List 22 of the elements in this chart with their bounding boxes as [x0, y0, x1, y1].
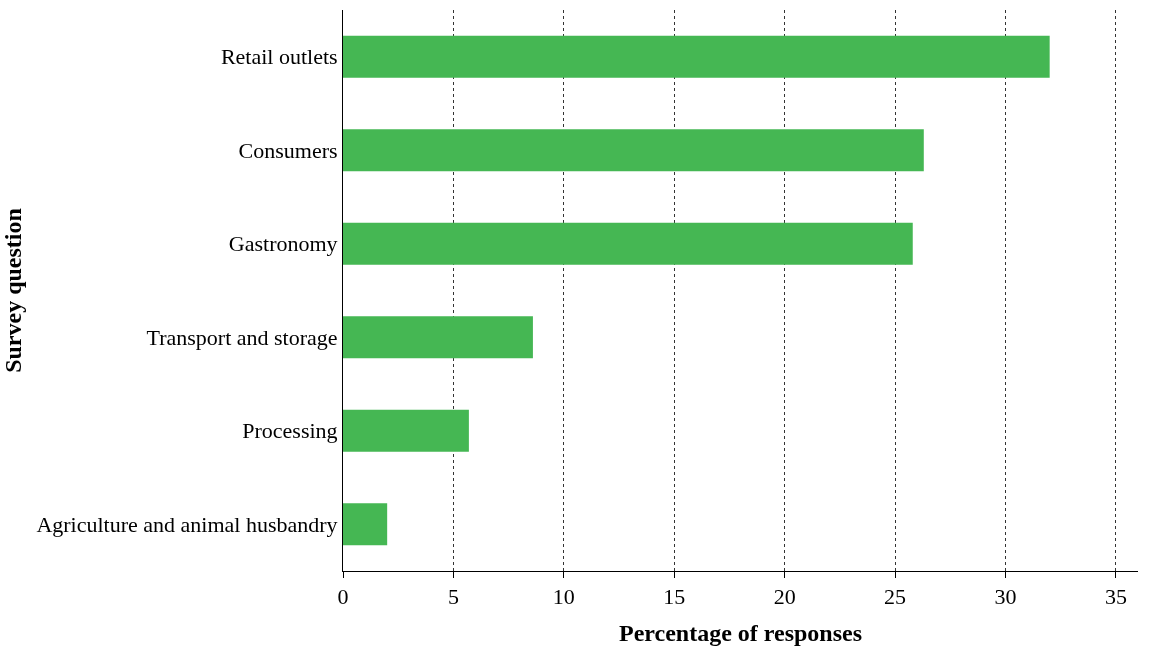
y-tick-label: Transport and storage	[146, 324, 338, 350]
y-axis-title: Survey question	[0, 208, 26, 373]
x-axis-title: Percentage of responses	[618, 619, 863, 646]
bar	[343, 222, 913, 265]
y-tick-label: Agriculture and animal husbandry	[36, 511, 338, 537]
bar	[343, 409, 469, 452]
bar	[343, 503, 388, 546]
x-tick-label: 20	[773, 584, 796, 610]
y-tick-label: Gastronomy	[228, 231, 338, 257]
bar	[343, 35, 1050, 78]
bar	[343, 129, 924, 172]
y-tick-label: Retail outlets	[220, 44, 338, 70]
y-tick-label: Processing	[242, 418, 338, 444]
x-tick-label: 25	[884, 584, 907, 610]
y-tick-label: Consumers	[238, 137, 338, 163]
x-tick-label: 10	[552, 584, 575, 610]
x-tick-label: 35	[1104, 584, 1127, 610]
x-tick-label: 0	[337, 584, 349, 610]
x-tick-label: 30	[994, 584, 1017, 610]
x-tick-label: 5	[447, 584, 459, 610]
x-tick-label: 15	[663, 584, 686, 610]
bar	[343, 316, 533, 359]
